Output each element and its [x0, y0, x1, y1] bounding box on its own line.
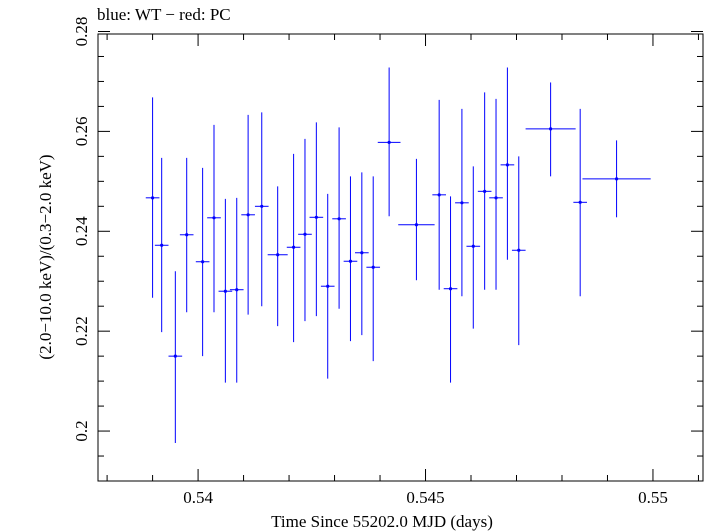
point-marker — [471, 244, 475, 248]
y-axis-ticks: 0.2 0.22 0.24 0.26 0.28 — [72, 17, 703, 482]
y-tick-label: 0.24 — [72, 216, 91, 246]
point-marker — [185, 233, 189, 237]
point-marker — [360, 251, 364, 255]
data-point — [332, 127, 346, 309]
data-point — [254, 112, 269, 307]
data-point — [154, 157, 169, 333]
point-marker — [160, 243, 164, 247]
point-marker — [614, 177, 619, 181]
data-point — [343, 176, 358, 342]
data-point — [320, 193, 335, 379]
x-tick-label: 0.54 — [183, 488, 213, 507]
data-point — [432, 99, 446, 290]
y-tick-label: 0.2 — [72, 420, 91, 441]
x-axis-ticks: 0.54 0.545 0.55 — [106, 34, 699, 507]
point-marker — [292, 245, 296, 249]
data-point — [218, 198, 233, 383]
point-marker — [494, 196, 498, 200]
point-marker — [414, 223, 419, 227]
data-point — [195, 167, 210, 357]
point-marker — [235, 288, 239, 292]
y-axis-label: (2.0−10.0 keV)/(0.3−2.0 keV) — [36, 154, 55, 359]
point-marker — [260, 204, 264, 208]
point-marker — [223, 289, 227, 293]
data-point — [241, 114, 255, 315]
data-point — [511, 156, 526, 346]
data-point — [168, 271, 183, 444]
x-axis-label: Time Since 55202.0 MJD (days) — [271, 512, 493, 531]
data-point — [309, 122, 324, 317]
x-tick-label: 0.545 — [406, 488, 444, 507]
data-point — [525, 82, 576, 177]
point-marker — [578, 200, 582, 204]
data-point — [455, 108, 469, 297]
point-marker — [150, 196, 155, 200]
point-marker — [460, 201, 464, 205]
data-point — [573, 108, 588, 297]
data-point — [377, 67, 401, 217]
point-marker — [517, 248, 521, 252]
point-marker — [437, 193, 441, 197]
point-marker — [173, 354, 177, 358]
data-point — [286, 153, 301, 343]
point-marker — [326, 284, 330, 288]
data-point — [443, 196, 458, 383]
point-marker — [314, 215, 318, 219]
data-point — [207, 124, 221, 313]
point-marker — [201, 260, 205, 264]
plot-frame — [97, 33, 704, 482]
data-point — [477, 92, 492, 290]
data-points — [145, 67, 651, 444]
point-marker — [303, 232, 307, 236]
point-marker — [212, 216, 216, 220]
data-point — [179, 157, 194, 313]
data-point — [145, 97, 160, 298]
point-marker — [483, 189, 487, 193]
point-marker — [348, 259, 353, 263]
point-marker — [448, 287, 453, 291]
data-point — [267, 186, 288, 327]
data-point — [298, 138, 312, 322]
point-marker — [337, 217, 341, 221]
point-marker — [246, 213, 250, 217]
x-tick-label: 0.55 — [638, 488, 668, 507]
point-marker — [549, 127, 553, 131]
data-point — [355, 172, 369, 336]
data-point — [489, 98, 503, 290]
point-marker — [371, 265, 375, 269]
point-marker — [387, 140, 391, 144]
chart-title: blue: WT − red: PC — [97, 5, 231, 24]
data-point — [500, 67, 515, 260]
data-point — [229, 197, 244, 383]
data-point — [582, 140, 651, 218]
y-tick-label: 0.22 — [72, 316, 91, 346]
data-point — [466, 166, 481, 329]
point-marker — [505, 163, 509, 167]
y-tick-label: 0.28 — [72, 17, 91, 47]
point-marker — [276, 253, 280, 257]
y-tick-label: 0.26 — [72, 117, 91, 147]
data-point — [366, 176, 381, 362]
data-point — [398, 158, 435, 281]
